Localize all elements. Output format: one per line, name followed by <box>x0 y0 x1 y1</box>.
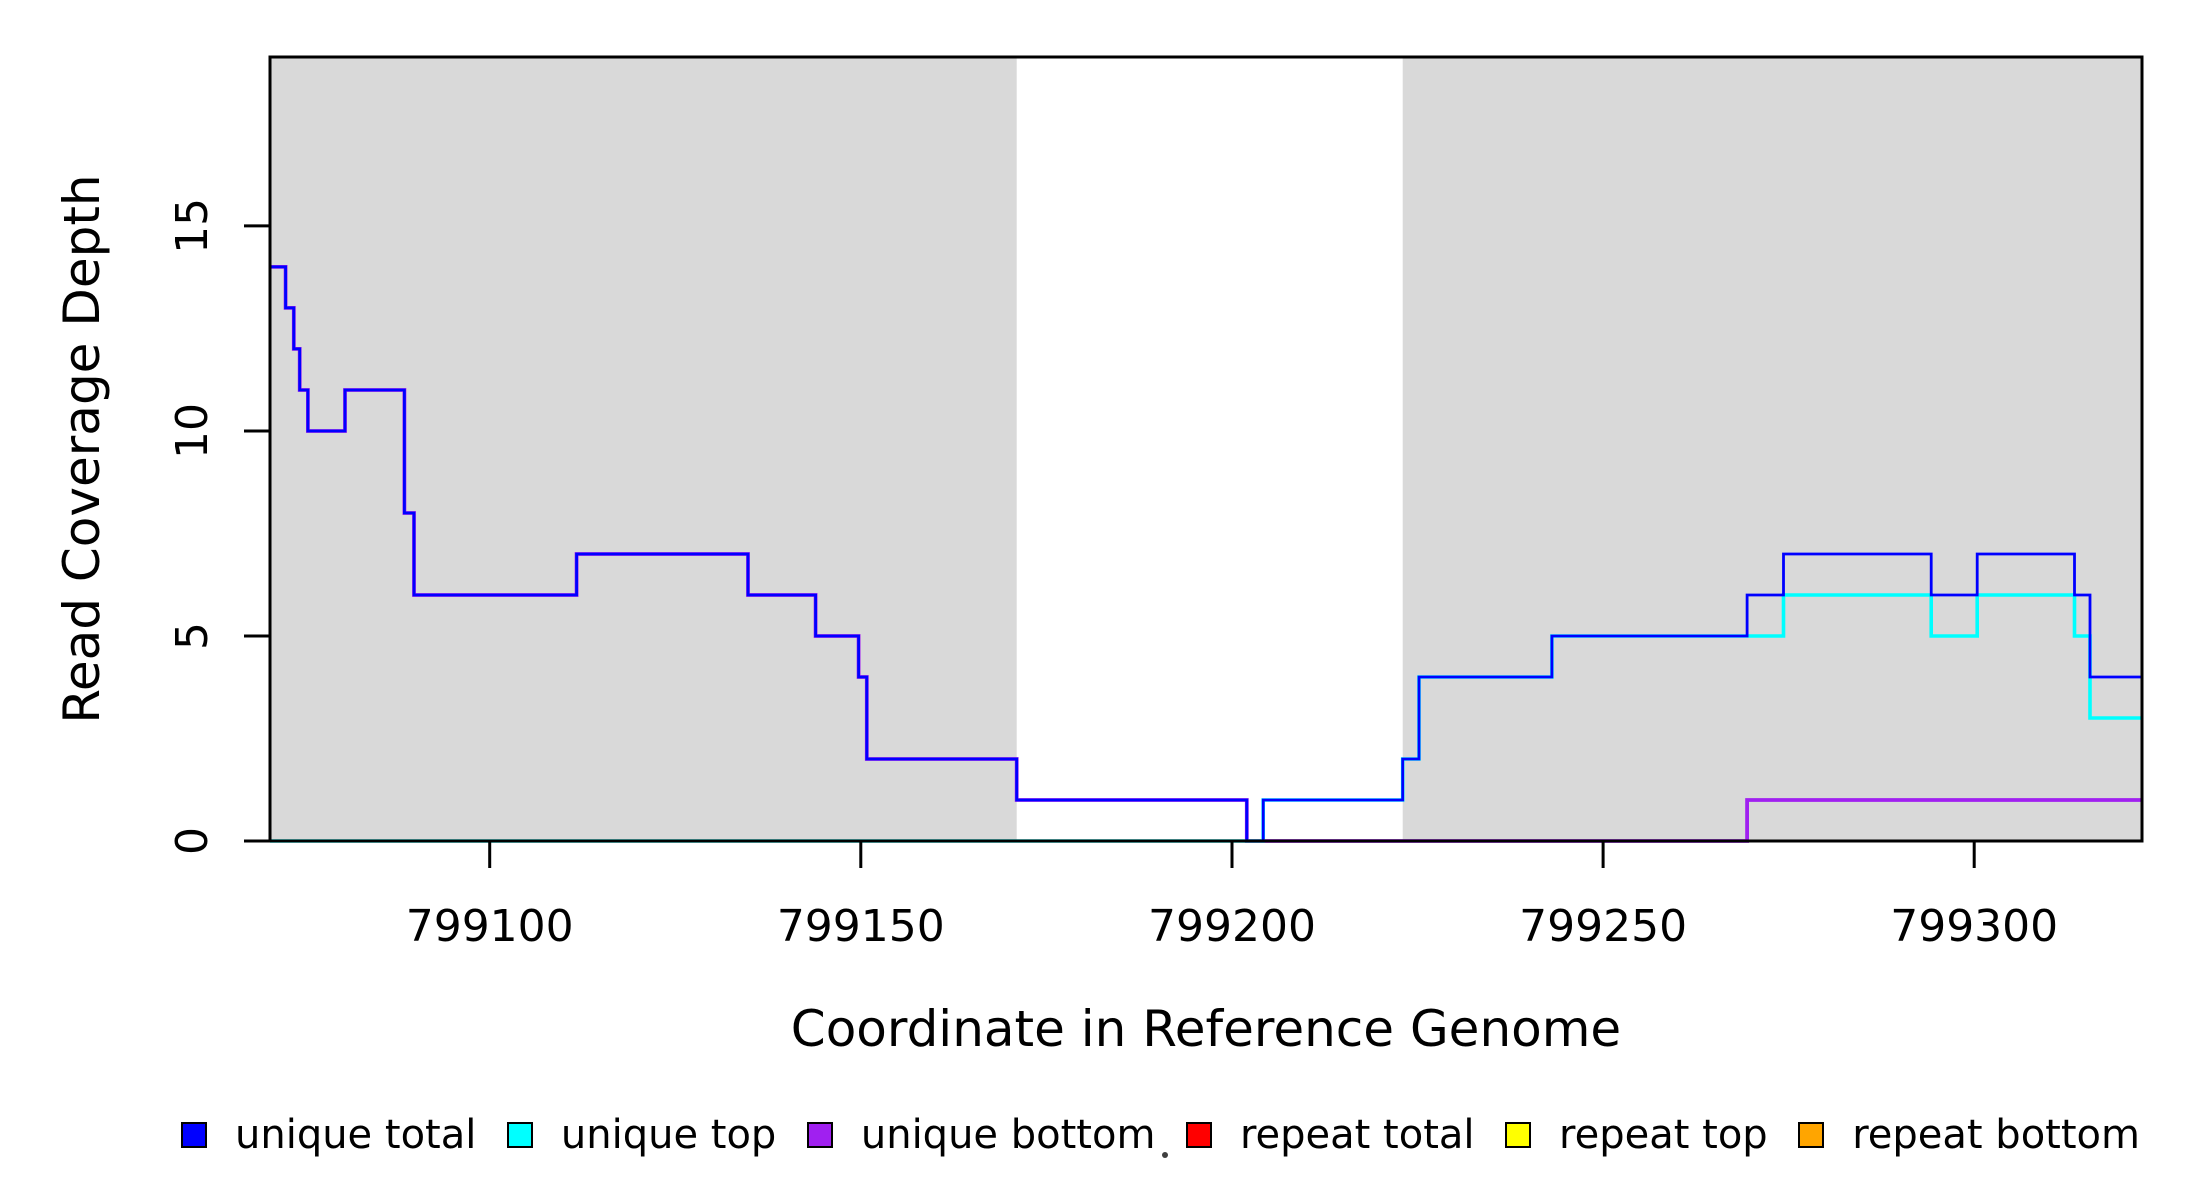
y-tick-label: 0 <box>167 827 218 855</box>
legend-item-unique-bottom: unique bottom <box>806 1112 1156 1158</box>
legend-label: repeat top <box>1559 1112 1768 1158</box>
legend-swatch-icon <box>506 1122 533 1148</box>
plot-border <box>268 55 2144 843</box>
legend-swatch-icon <box>1798 1122 1825 1148</box>
x-axis-title: Coordinate in Reference Genome <box>791 1000 1621 1058</box>
stray-mark <box>1162 1152 1168 1158</box>
legend-label: unique top <box>560 1112 777 1158</box>
plot-box <box>268 55 2144 843</box>
legend-item-repeat-top: repeat top <box>1505 1115 1768 1155</box>
shaded-repeat-regions <box>270 58 2142 840</box>
y-tick-label: 10 <box>167 403 218 459</box>
legend-swatch-icon <box>1185 1122 1212 1148</box>
x-tick-label: 799200 <box>1148 901 1316 952</box>
legend: unique total unique top unique bottom repea… <box>181 1110 2140 1160</box>
legend-item-unique-top: unique top <box>506 1112 777 1158</box>
y-tick-label: 15 <box>167 198 218 254</box>
legend-swatch-icon <box>181 1122 207 1148</box>
x-axis-ticks: 799100 799150 799200 799250 799300 <box>406 842 2058 952</box>
series-line-unique-total <box>270 265 2142 843</box>
x-tick-label: 799150 <box>777 901 945 952</box>
repeat-region-shade <box>1402 58 2142 840</box>
legend-label: unique total <box>235 1112 477 1158</box>
y-axis-title: Read Coverage Depth <box>53 174 111 723</box>
y-tick-label: 5 <box>167 622 218 650</box>
legend-label: repeat bottom <box>1852 1112 2140 1158</box>
x-tick-label: 799300 <box>1890 901 2058 952</box>
repeat-region-shade <box>270 58 1017 840</box>
legend-swatch-icon <box>806 1122 833 1148</box>
legend-swatch-icon <box>1505 1122 1532 1148</box>
legend-item-repeat-bottom: repeat bottom <box>1798 1115 2140 1155</box>
x-tick-label: 799250 <box>1519 901 1687 952</box>
x-tick-label: 799100 <box>406 901 574 952</box>
legend-item-repeat-total: repeat total <box>1185 1112 1475 1158</box>
legend-item-unique-total: unique total <box>181 1115 476 1155</box>
legend-label: unique bottom <box>860 1112 1156 1158</box>
y-axis-ticks: 0 5 10 15 <box>167 198 269 855</box>
legend-label: repeat total <box>1239 1112 1475 1158</box>
